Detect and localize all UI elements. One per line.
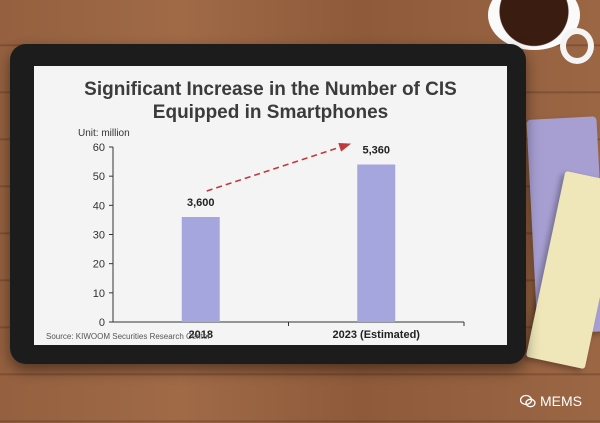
bar [181,217,220,322]
chart-title: Significant Increase in the Number of CI… [34,78,507,124]
y-tick-label: 30 [93,230,105,242]
y-tick-label: 60 [93,142,105,154]
y-tick-label: 10 [93,288,105,300]
x-tick-label: 2018 [189,329,213,341]
unit-label: Unit: million [78,128,130,139]
source-note: Source: KIWOOM Securities Research Cente… [46,332,210,341]
watermark-text: MEMS [540,393,582,409]
chart-title-line-1: Significant Increase in the Number of CI… [84,79,457,100]
coffee-cup-handle [560,28,594,64]
watermark: MEMS [520,393,582,409]
tablet-screen: Significant Increase in the Number of CI… [34,66,507,345]
data-label: 3,600 [187,197,215,209]
tablet-device: Significant Increase in the Number of CI… [10,44,526,364]
bar [357,164,396,322]
trend-arrow-line [206,143,349,192]
y-tick-label: 40 [93,200,105,212]
y-tick-label: 50 [93,171,105,183]
y-tick-label: 0 [99,317,105,329]
chart-title-line-2: Equipped in Smartphones [152,102,389,123]
data-label: 5,360 [362,145,390,157]
x-tick-label: 2023 (Estimated) [333,329,421,341]
bar-chart: Unit: million 0 10 20 30 40 50 60 2018 3,600 2023 … [46,128,465,341]
trend-arrow-head [338,143,352,152]
y-tick-label: 20 [93,259,105,271]
wechat-icon [520,394,536,408]
